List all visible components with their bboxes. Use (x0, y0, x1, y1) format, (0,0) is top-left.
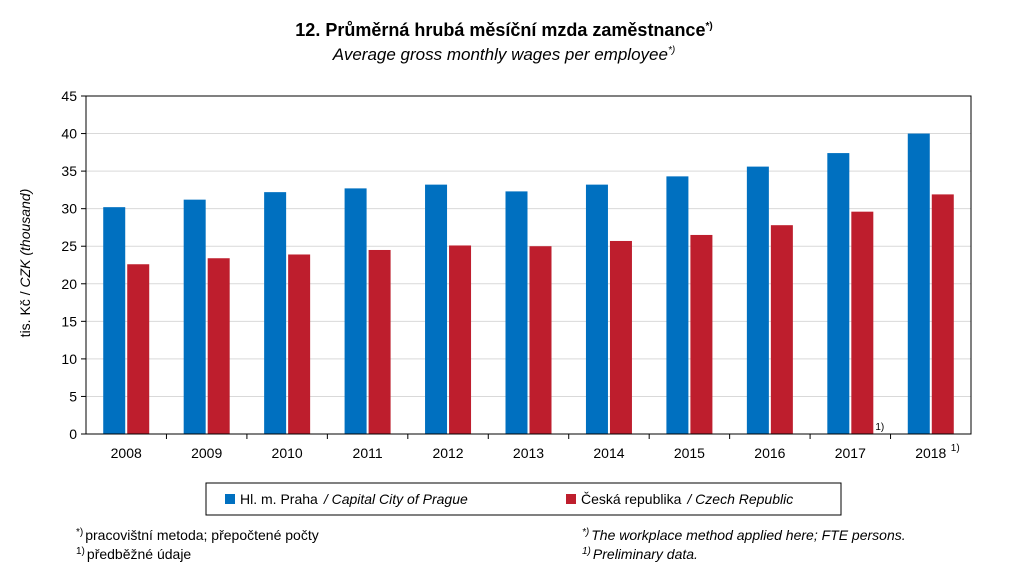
x-tick-label: 2012 (432, 445, 463, 461)
gridlines (86, 96, 971, 434)
y-tick-label: 45 (61, 88, 77, 104)
legend-swatch-cr (566, 494, 576, 504)
x-tick-label: 2014 (593, 445, 624, 461)
bar-cr (770, 225, 793, 434)
note-left-2-mark: 1) (76, 546, 85, 557)
y-axis-ticks: 0 5 10 15 20 25 30 35 40 45 (61, 88, 86, 442)
bars (103, 133, 954, 435)
bar-cr (288, 254, 311, 434)
bar-praha (183, 199, 206, 434)
bar-cr (127, 264, 150, 434)
note-left-1: *) pracovištní metoda; přepočtené počty (76, 527, 319, 543)
bar-cr (368, 249, 391, 434)
y-tick-label: 0 (69, 426, 77, 442)
y-axis-label-en: CZK (thousand) (17, 189, 33, 288)
bar-praha (103, 207, 126, 434)
bar-mark: 1) (875, 422, 884, 433)
note-left-2: 1) předběžné údaje (76, 546, 191, 562)
note-right-1-text: The workplace method applied here; FTE p… (591, 527, 905, 543)
bar-cr (609, 240, 632, 434)
x-tick-label: 2010 (272, 445, 303, 461)
chart-title-en: Average gross monthly wages per employee… (332, 45, 675, 64)
plot-border (85, 95, 972, 435)
chart-title-cz: 12. Průměrná hrubá měsíční mzda zaměstna… (295, 20, 712, 40)
y-tick-label: 35 (61, 163, 77, 179)
legend: Hl. m. Praha / Capital City of Prague Čes… (205, 482, 842, 516)
y-tick-label: 30 (61, 201, 77, 217)
y-tick-label: 5 (69, 388, 77, 404)
x-tick-label: 2008 (111, 445, 142, 461)
x-tick-label: 2016 (754, 445, 785, 461)
chart-title-cz-text: 12. Průměrná hrubá měsíční mzda zaměstna… (295, 20, 705, 40)
legend-box (205, 482, 842, 516)
bar-praha (425, 184, 448, 434)
bar-praha (585, 184, 608, 434)
x-tick-label: 2013 (513, 445, 544, 461)
note-left-1-text: pracovištní metoda; přepočtené počty (85, 527, 318, 543)
note-right-2-text: Preliminary data. (593, 546, 698, 562)
y-tick-label: 25 (61, 238, 77, 254)
bar-cr (931, 194, 954, 434)
chart-title-en-text: Average gross monthly wages per employee (332, 45, 668, 64)
x-tick-label: 2017 (835, 445, 866, 461)
x-tick-label: 2018 (915, 445, 946, 461)
legend-label-praha: Hl. m. Praha / Capital City of Prague (240, 491, 468, 507)
legend-label-praha-en: / Capital City of Prague (323, 491, 468, 507)
bar-cr (449, 245, 472, 434)
bar-cr (529, 246, 552, 434)
bar-praha (505, 191, 528, 434)
x-tick-label: 2011 (353, 445, 383, 461)
bar-praha (344, 188, 367, 434)
legend-label-praha-cz: Hl. m. Praha (240, 491, 318, 507)
legend-label-cr-en: / Czech Republic (686, 491, 793, 507)
plot-area (86, 96, 971, 434)
bar-praha (746, 166, 769, 435)
y-axis-label: tis. Kč / CZK (thousand) (17, 189, 33, 338)
x-tick-label: 2009 (191, 445, 222, 461)
bar-praha (264, 192, 287, 434)
legend-label-cr: Česká republika / Czech Republic (581, 491, 793, 507)
note-right-1: *) The workplace method applied here; FTE… (582, 527, 906, 543)
chart-title-cz-mark: *) (705, 21, 712, 32)
plot-frame (85, 95, 972, 435)
bar-praha (907, 133, 930, 435)
bar-cr (851, 211, 874, 434)
bar-cr (690, 234, 713, 434)
chart-title-en-mark: *) (668, 45, 675, 56)
note-right-2-mark: 1) (582, 546, 591, 557)
x-tick-label: 2015 (674, 445, 705, 461)
y-axis-label-cz: tis. Kč / (17, 288, 33, 338)
note-right-1-mark: *) (582, 527, 589, 538)
note-right-2: 1) Preliminary data. (582, 546, 698, 562)
note-left-2-text: předběžné údaje (87, 546, 192, 562)
y-tick-label: 15 (61, 313, 77, 329)
y-tick-label: 40 (61, 126, 77, 142)
x-axis-ticks: 2008 2009 2010 2011 2012 2013 2014 2015 2016 2017… (111, 422, 960, 461)
bar-praha (666, 176, 689, 434)
legend-label-cr-cz: Česká republika (581, 491, 682, 507)
legend-swatch-praha (225, 494, 235, 504)
bar-cr (207, 258, 230, 434)
y-tick-label: 10 (61, 351, 77, 367)
x-tick-label-mark: 1) (951, 443, 960, 454)
bar-praha (827, 153, 850, 434)
y-tick-label: 20 (61, 276, 77, 292)
note-left-1-mark: *) (76, 527, 83, 538)
